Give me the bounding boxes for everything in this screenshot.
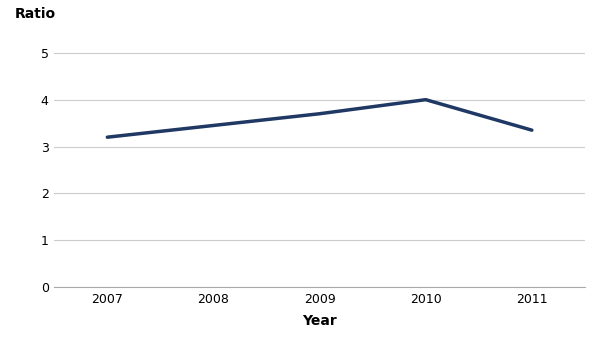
Text: Ratio: Ratio xyxy=(15,6,56,21)
X-axis label: Year: Year xyxy=(302,314,337,328)
